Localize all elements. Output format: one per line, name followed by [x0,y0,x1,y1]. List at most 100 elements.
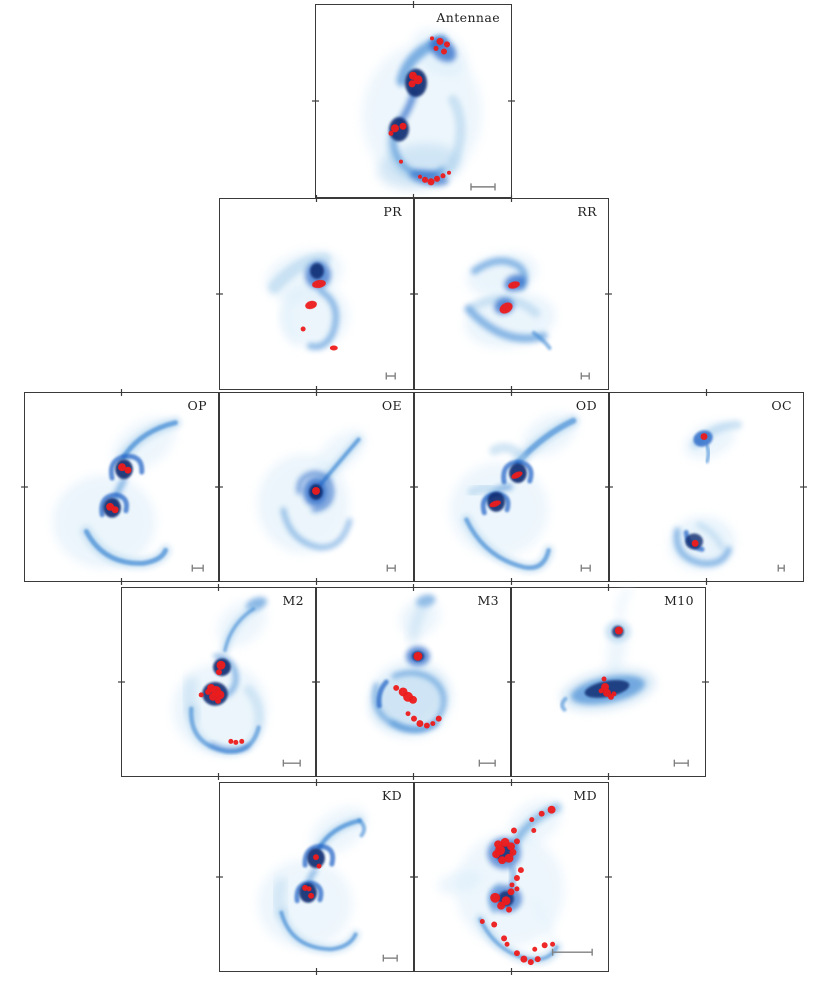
cluster-dot [312,279,326,289]
panel-od: OD [411,389,612,585]
cluster-dot [494,840,503,849]
cluster-dot [399,159,403,164]
cluster-dot [209,692,218,701]
cluster-dot [491,921,498,928]
cluster-dot [440,173,446,179]
cluster-dot [305,300,317,310]
cluster-dot [413,651,423,661]
cluster-dot [504,941,510,947]
cluster-dot [541,942,548,949]
scale-bar [580,564,591,572]
cluster-dot [216,660,226,670]
panel-op: OP [21,389,222,585]
panel-m3: M3 [313,584,514,780]
cluster-dot [490,892,501,903]
cluster-dot [233,739,239,745]
galaxy-density-plot [313,584,514,780]
cluster-dot [520,955,528,963]
cluster-dot [509,848,517,856]
cluster-dot [501,935,508,942]
panel-md: MD [411,779,612,975]
panel-rr: RR [411,195,612,393]
cluster-dot [422,176,428,183]
cluster-dot [435,715,442,722]
panel-m10: M10 [508,584,709,780]
scale-bar [282,759,301,767]
galaxy-density-plot [411,389,612,585]
cluster-dot [302,884,309,891]
cluster-dot [329,345,338,351]
cluster-dot [509,882,515,888]
cluster-dot [433,45,439,51]
cluster-dot [492,850,501,859]
cluster-dot [215,697,221,704]
scale-bar [777,564,785,572]
galaxy-density-plot [508,584,709,780]
cluster-dot [423,722,430,729]
cluster-dot [504,853,514,863]
panel-oe: OE [216,389,417,585]
cluster-dot [479,919,485,924]
galaxy-density-plot [118,584,319,780]
cluster-dot [416,720,424,728]
cluster-dot [506,906,512,913]
galaxy-density-plot [21,389,222,585]
cluster-dot [611,691,617,697]
panel-kd: KD [216,779,417,975]
cluster-dot [312,487,320,495]
cluster-dot [507,888,515,896]
scale-bar [382,954,398,962]
cluster-dot [507,842,515,851]
cluster-dot [215,690,225,700]
cluster-dot [489,500,501,508]
scale-bar [478,759,496,767]
cluster-dot [538,810,545,817]
cluster-dot [513,875,520,881]
cluster-dot [399,122,407,130]
cluster-dot [691,539,699,547]
cluster-dot [511,471,523,479]
cluster-dot [529,817,535,823]
cluster-dot [531,828,537,833]
cluster-dot [228,738,234,744]
panel-label-pr: PR [383,204,402,219]
cluster-dot [306,886,312,892]
cluster-dot [124,466,132,474]
cluster-dot [447,170,451,175]
cluster-dot [118,463,126,472]
cluster-dot [532,946,538,952]
cluster-dot [550,941,556,947]
cluster-dot [308,892,315,899]
cluster-dot [391,124,399,133]
scale-bar [551,948,593,956]
cluster-dot [513,838,520,845]
cluster-dot [409,695,417,704]
cluster-dot [300,326,306,332]
panel-label-m10: M10 [664,593,694,608]
panel-label-od: OD [575,398,597,413]
panel-label-kd: KD [381,788,402,803]
cluster-dot [499,302,513,314]
cluster-dot [427,178,435,186]
cluster-dot [216,669,222,676]
cluster-dot [598,688,604,694]
panel-label-md: MD [573,788,597,803]
cluster-dot [511,827,517,834]
cluster-dot [111,506,119,514]
cluster-dot [405,711,411,717]
cluster-dot [408,80,416,88]
cluster-dot [514,886,520,892]
panel-label-antennae: Antennae [436,10,500,25]
cluster-dot [498,856,507,865]
cluster-dot [413,75,423,85]
panel-antennae: Antennae [312,0,515,202]
cluster-dot [614,626,623,635]
cluster-dot [418,174,422,179]
cluster-dot [527,959,534,966]
galaxy-density-plot [411,779,612,975]
scale-bar [470,183,496,191]
galaxy-density-plot [606,389,807,585]
panel-label-m3: M3 [477,593,499,608]
cluster-dot [316,863,322,869]
